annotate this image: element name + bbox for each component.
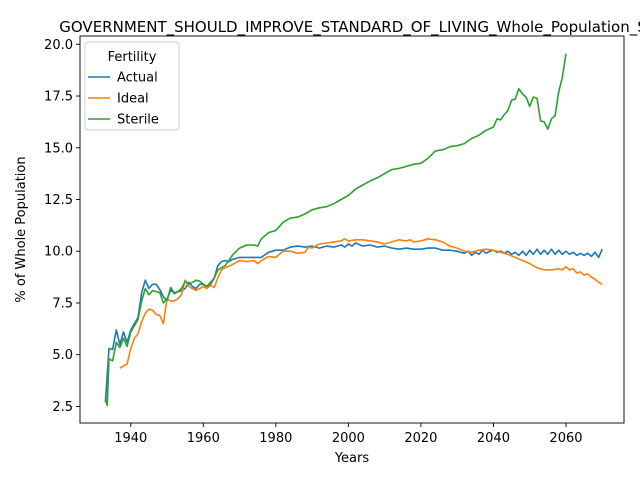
y-tick-label: 7.5 [52,296,73,311]
x-tick-label: 1960 [187,431,220,446]
legend-label-ideal: Ideal [117,92,149,107]
y-axis-ticks: 2.5 5.0 7.5 10.0 12.5 15.0 17.5 20.0 [44,38,80,415]
legend-title: Fertility [108,50,157,65]
y-axis-label: % of Whole Population [14,156,29,302]
y-tick-label: 15.0 [44,141,73,156]
y-tick-label: 12.5 [44,193,73,208]
legend-label-actual: Actual [117,71,158,86]
series-line-ideal [119,238,603,369]
legend-box [84,41,180,131]
plot-frame [79,35,625,424]
x-axis-ticks: 1940 1960 1980 2000 2020 2040 2060 [114,423,583,446]
x-tick-label: 2020 [404,431,437,446]
series-line-sterile [104,53,567,407]
x-tick-label: 2060 [549,431,582,446]
series-lines [104,53,603,407]
series-line-actual [104,242,603,403]
chart-title: GOVERNMENT_SHOULD_IMPROVE_STANDARD_OF_LI… [59,18,640,37]
x-axis-label: Years [334,451,370,466]
x-tick-label: 2040 [477,431,510,446]
y-tick-label: 5.0 [52,348,73,363]
y-tick-label: 2.5 [52,400,73,415]
y-tick-label: 10.0 [44,245,73,260]
legend-label-sterile: Sterile [117,113,159,128]
y-tick-label: 17.5 [44,90,73,105]
y-tick-label: 20.0 [44,38,73,53]
x-tick-label: 1940 [114,431,147,446]
legend-entries: Actual Ideal Sterile [88,71,159,128]
legend: Fertility Actual Ideal Sterile [84,41,180,131]
x-tick-label: 2000 [332,431,365,446]
x-tick-label: 1980 [259,431,292,446]
